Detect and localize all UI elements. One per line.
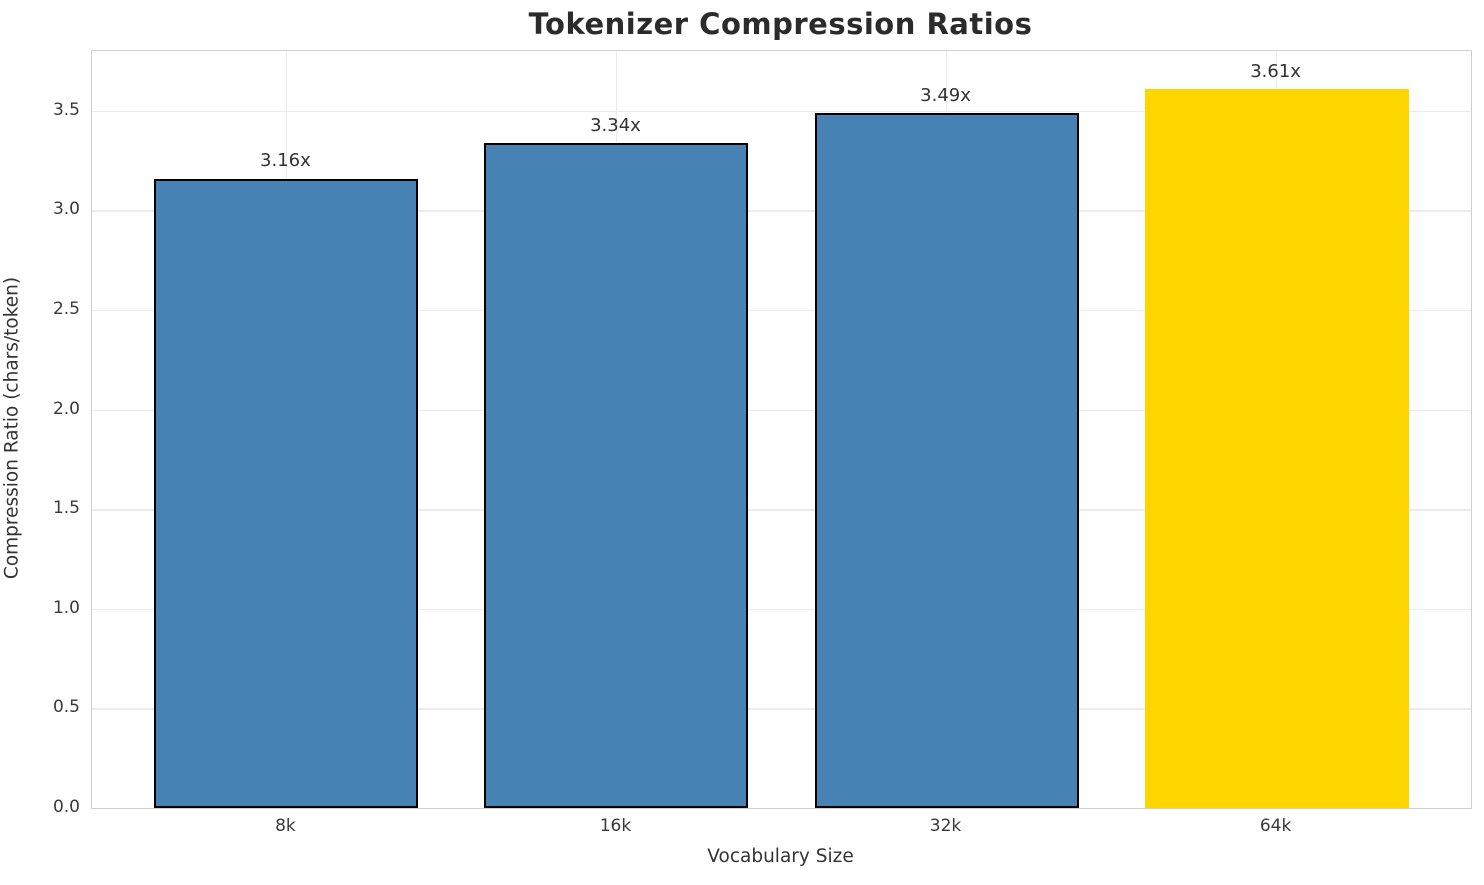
x-tick-32k: 32k xyxy=(929,816,962,836)
bar-label-32k: 3.49x xyxy=(920,84,971,106)
chart-title: Tokenizer Compression Ratios xyxy=(528,7,1033,41)
plot-area xyxy=(91,50,1472,809)
y-tick-1.5: 1.5 xyxy=(52,498,80,519)
horizontal-gridline xyxy=(92,110,1471,113)
horizontal-gridline xyxy=(92,409,1471,412)
y-axis-label: Compression Ratio (chars/token) xyxy=(1,276,23,580)
x-tick-8k: 8k xyxy=(275,816,296,836)
bar-label-16k: 3.34x xyxy=(590,114,641,136)
bar-32k xyxy=(814,112,1079,808)
horizontal-gridline xyxy=(92,210,1471,212)
x-axis-label: Vocabulary Size xyxy=(707,846,854,867)
y-tick-2.0: 2.0 xyxy=(52,398,80,419)
y-tick-1.0: 1.0 xyxy=(52,597,80,618)
bar-8k xyxy=(154,178,419,808)
horizontal-gridline xyxy=(92,509,1471,511)
bar-16k xyxy=(484,142,749,808)
x-tick-64k: 64k xyxy=(1259,816,1292,836)
y-tick-3.0: 3.0 xyxy=(52,199,80,220)
horizontal-gridline xyxy=(92,309,1471,312)
horizontal-gridline xyxy=(92,608,1471,611)
bar-64k xyxy=(1144,88,1409,808)
x-tick-16k: 16k xyxy=(599,816,632,836)
y-tick-3.5: 3.5 xyxy=(52,99,80,120)
horizontal-gridline xyxy=(92,708,1471,710)
bar-label-8k: 3.16x xyxy=(260,150,311,172)
y-tick-0.0: 0.0 xyxy=(52,797,80,817)
y-tick-0.5: 0.5 xyxy=(52,697,80,718)
bar-label-64k: 3.61x xyxy=(1250,60,1301,82)
y-tick-2.5: 2.5 xyxy=(52,298,80,319)
